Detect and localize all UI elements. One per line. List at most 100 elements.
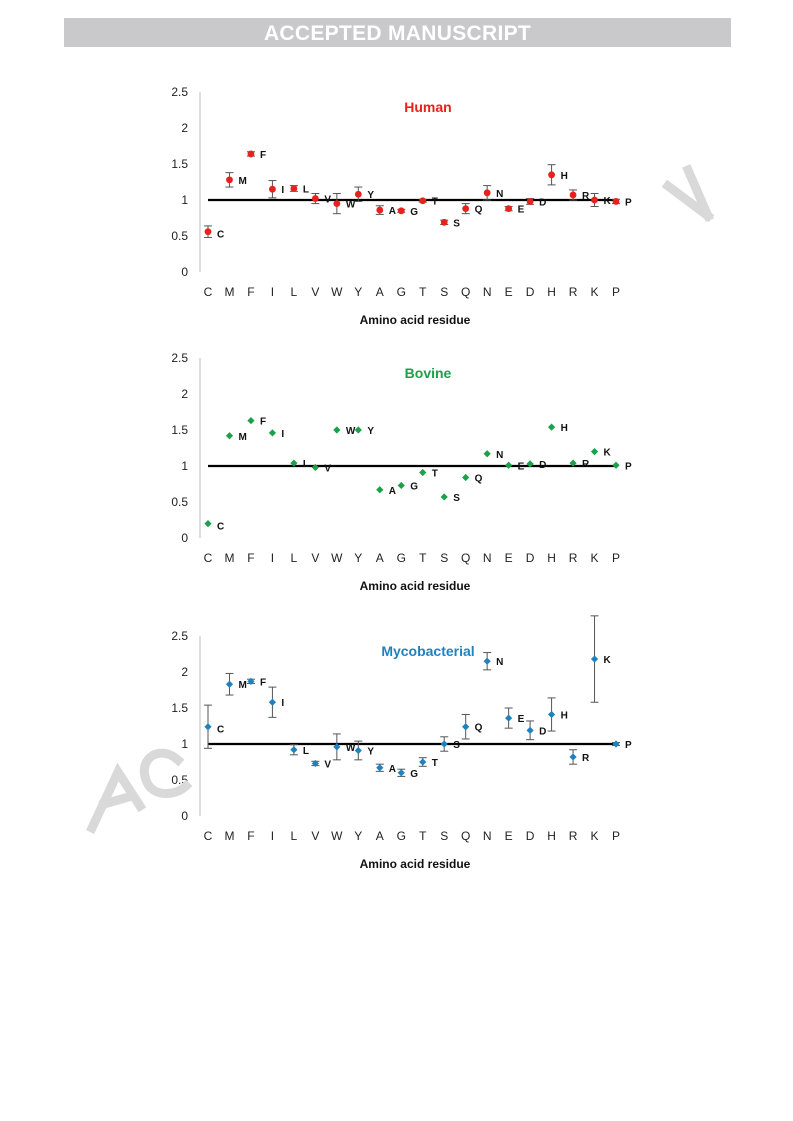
mycobacterial-x-tick-label: T	[419, 829, 427, 843]
mycobacterial-x-tick-label: W	[331, 829, 343, 843]
bovine-data-point-k	[590, 448, 599, 456]
mycobacterial-point-label: P	[625, 740, 632, 751]
mycobacterial-y-tick-label: 2.5	[171, 629, 188, 643]
human-y-tick-label: 2	[181, 121, 188, 135]
bovine-y-tick-label: 0	[181, 531, 188, 545]
bovine-x-tick-label: P	[612, 551, 620, 565]
human-y-tick-label: 1.5	[171, 157, 188, 171]
bovine-point-label: W	[346, 426, 356, 437]
bovine-point-label: N	[496, 450, 503, 461]
human-x-tick-label: N	[483, 285, 492, 299]
mycobacterial-point-label: H	[561, 710, 568, 721]
human-data-point-l	[290, 185, 298, 192]
mycobacterial-x-tick-label: V	[311, 829, 319, 843]
human-x-tick-label: V	[311, 285, 319, 299]
human-data-point-e	[505, 205, 513, 213]
human-point-label: F	[260, 150, 266, 161]
human-point-label: W	[346, 200, 356, 211]
human-point-label: D	[539, 197, 546, 208]
mycobacterial-data-point-l	[290, 746, 298, 754]
human-data-point-p	[612, 198, 620, 205]
mycobacterial-point-label: A	[389, 764, 396, 775]
human-point-label: L	[303, 184, 309, 195]
human-x-tick-label: F	[247, 285, 254, 299]
mycobacterial-x-tick-label: Q	[461, 829, 470, 843]
bovine-point-label: R	[582, 459, 590, 470]
human-data-point-n	[483, 189, 491, 197]
bovine-point-label: G	[410, 481, 418, 492]
human-data-point-w	[333, 200, 341, 207]
bovine-x-tick-label: H	[547, 551, 556, 565]
mycobacterial-x-tick-label: F	[247, 829, 254, 843]
bovine-y-tick-label: 0.5	[171, 495, 188, 509]
human-x-tick-label: E	[505, 285, 513, 299]
mycobacterial-x-tick-label: G	[397, 829, 406, 843]
bovine-data-point-s	[440, 493, 448, 501]
mycobacterial-point-label: R	[582, 753, 590, 764]
bovine-x-tick-label: Q	[461, 551, 470, 565]
mycobacterial-point-label: Y	[367, 746, 374, 757]
bovine-data-point-w	[333, 426, 341, 434]
bovine-data-point-f	[247, 417, 255, 425]
human-point-label: S	[453, 218, 460, 229]
human-point-label: M	[238, 176, 246, 187]
human-x-tick-label: Q	[461, 285, 470, 299]
bovine-x-tick-label: T	[419, 551, 427, 565]
mycobacterial-x-tick-label: L	[291, 829, 298, 843]
mycobacterial-x-tick-label: E	[505, 829, 513, 843]
mycobacterial-x-tick-label: A	[376, 829, 384, 843]
bovine-y-tick-label: 1.5	[171, 423, 188, 437]
human-point-label: C	[217, 230, 224, 241]
human-y-tick-label: 0.5	[171, 229, 188, 243]
human-x-tick-label: H	[547, 285, 556, 299]
human-point-label: P	[625, 197, 632, 208]
bovine-point-label: E	[518, 461, 525, 472]
human-point-label: K	[604, 196, 612, 207]
human-data-point-s	[440, 218, 448, 226]
mycobacterial-title: Mycobacterial	[381, 643, 474, 659]
bovine-x-tick-label: G	[397, 551, 406, 565]
mycobacterial-x-tick-label: N	[483, 829, 492, 843]
mycobacterial-point-label: D	[539, 726, 546, 737]
bovine-x-tick-label: I	[271, 551, 274, 565]
human-point-label: R	[582, 191, 590, 202]
mycobacterial-data-point-c	[204, 723, 212, 731]
mycobacterial-point-label: L	[303, 746, 309, 757]
bovine-point-label: S	[453, 493, 460, 504]
bovine-x-tick-label: S	[440, 551, 448, 565]
bovine-data-point-r	[569, 459, 577, 467]
human-data-point-t	[419, 197, 427, 205]
bovine-point-label: C	[217, 522, 224, 533]
mycobacterial-y-tick-label: 0	[181, 809, 188, 823]
human-x-tick-label: T	[419, 285, 427, 299]
bovine-point-label: P	[625, 461, 632, 472]
mycobacterial-x-tick-label: C	[204, 829, 213, 843]
mycobacterial-data-point-r	[569, 753, 577, 761]
human-x-tick-label: C	[204, 285, 213, 299]
mycobacterial-data-point-t	[419, 758, 427, 766]
human-point-label: N	[496, 189, 503, 200]
mycobacterial-x-tick-label: Y	[354, 829, 362, 843]
mycobacterial-point-label: S	[453, 740, 460, 751]
human-x-tick-label: Y	[354, 285, 362, 299]
mycobacterial-point-label: M	[238, 680, 246, 691]
bovine-title: Bovine	[405, 365, 452, 381]
mycobacterial-x-tick-label: K	[591, 829, 599, 843]
mycobacterial-x-tick-label: H	[547, 829, 556, 843]
mycobacterial-point-label: E	[518, 714, 525, 725]
human-x-tick-label: M	[224, 285, 234, 299]
human-point-label: I	[281, 185, 284, 196]
bovine-data-point-y	[354, 426, 362, 434]
bovine-x-tick-label: F	[247, 551, 254, 565]
mycobacterial-point-label: V	[324, 759, 331, 770]
human-data-point-i	[269, 185, 276, 193]
mycobacterial-data-point-f	[247, 677, 255, 685]
mycobacterial-data-point-d	[526, 726, 534, 734]
bovine-x-tick-label: V	[311, 551, 319, 565]
bovine-point-label: Q	[475, 474, 483, 485]
mycobacterial-x-tick-label: S	[440, 829, 448, 843]
bovine-point-label: K	[604, 448, 612, 459]
mycobacterial-point-label: C	[217, 725, 224, 736]
